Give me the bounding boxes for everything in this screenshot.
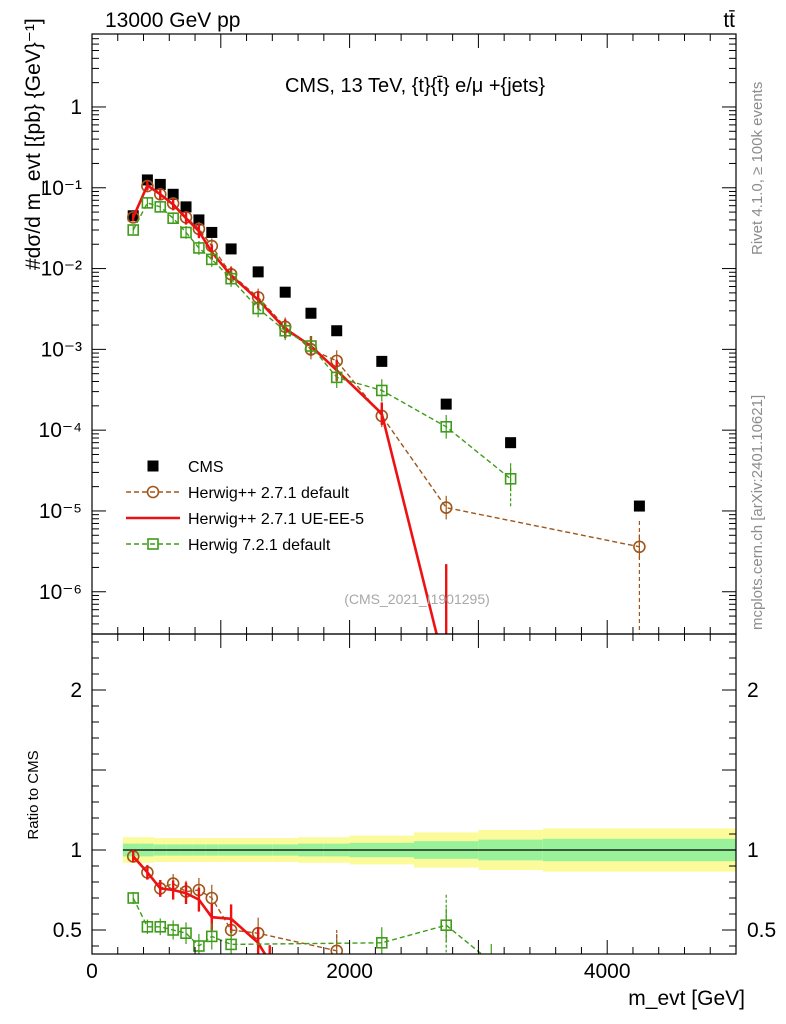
ratio-ylabel: Ratio to CMS xyxy=(25,750,42,839)
data-point-3 xyxy=(141,197,154,209)
legend-label: Herwig++ 2.7.1 default xyxy=(188,485,350,502)
y-tick-label: 10⁻⁶ xyxy=(39,581,82,604)
ratio-y-tick-label: 1 xyxy=(70,839,82,862)
ratio-point-2 xyxy=(225,938,237,951)
data-point-0 xyxy=(167,188,179,200)
ratio-point-2 xyxy=(127,892,140,904)
legend-label: Herwig 7.2.1 default xyxy=(188,537,331,554)
data-point-3 xyxy=(252,302,264,315)
data-point-0 xyxy=(206,226,218,238)
ratio-line-0 xyxy=(132,855,337,952)
data-point-0 xyxy=(633,500,645,512)
ratio-line-2 xyxy=(132,897,483,954)
y-tick-label: 10⁻⁴ xyxy=(39,419,82,442)
data-point-1 xyxy=(153,188,167,201)
ratio-line-1 xyxy=(132,855,267,954)
data-point-3 xyxy=(127,224,140,236)
ratio-point-2 xyxy=(180,927,192,940)
y-tick-label: 10⁻¹ xyxy=(41,177,82,200)
rivet-version-label: Rivet 4.1.0, ≥ 100k events xyxy=(749,82,766,255)
data-point-3 xyxy=(154,201,167,213)
data-point-1 xyxy=(126,211,140,224)
data-point-0 xyxy=(154,178,166,190)
data-point-0 xyxy=(252,266,264,278)
data-point-3 xyxy=(225,272,237,285)
ratio-frame xyxy=(91,633,737,955)
legend-marker xyxy=(147,538,159,550)
ratio-y-tick-label-right: 2 xyxy=(747,679,759,702)
data-point-3 xyxy=(305,340,317,352)
ratio-point-2 xyxy=(486,957,496,967)
x-tick-label: 0 xyxy=(86,960,98,983)
ratio-point-0 xyxy=(205,891,219,905)
watermark: (CMS_2021_I1901295) xyxy=(344,591,490,607)
data-point-3 xyxy=(279,324,292,337)
ratio-point-2 xyxy=(154,920,167,933)
y-tick-label: 10⁻² xyxy=(41,258,82,281)
data-point-0 xyxy=(505,437,517,449)
ratio-y-tick-label: 2 xyxy=(70,679,82,702)
ratio-panel: 0 2000 4000 0.5 0.5 1 1 2 2 Ratio to CMS m_evt [… xyxy=(25,633,776,1010)
ratio-y-tick-label-right: 0.5 xyxy=(747,919,776,942)
ratio-point-2 xyxy=(193,940,205,952)
legend-label: CMS xyxy=(188,459,224,476)
data-point-3 xyxy=(167,212,179,225)
data-point-0 xyxy=(225,243,237,255)
data-point-0 xyxy=(193,214,205,226)
main-title: CMS, 13 TeV, {t}{t̄} e/μ +{jets} xyxy=(285,75,545,97)
data-point-1 xyxy=(439,501,453,514)
series-line-3 xyxy=(132,202,512,480)
main-panel: 1 10⁻¹ 10⁻² 10⁻³ 10⁻⁴ 10⁻⁵ 10⁻⁶ CMS, 13 TeV, {… xyxy=(22,18,737,635)
mcplots-label: mcplots.cern.ch [arXiv:2401.10621] xyxy=(749,395,766,630)
ratio-point-2 xyxy=(375,936,388,949)
data-point-1 xyxy=(141,179,154,193)
data-point-0 xyxy=(376,355,388,367)
legend: CMS Herwig++ 2.7.1 default Herwig++ 2.7.1 … xyxy=(126,459,364,554)
x-tick-label: 2000 xyxy=(326,960,373,983)
ratio-y-tick-label: 0.5 xyxy=(53,919,82,942)
ratio-point-2 xyxy=(141,920,154,933)
data-point-3 xyxy=(193,242,205,254)
data-point-3 xyxy=(375,384,388,397)
data-point-3 xyxy=(180,226,192,239)
ratio-point-2 xyxy=(205,930,218,943)
legend-label: Herwig++ 2.7.1 UE-EE-5 xyxy=(188,511,364,528)
data-point-3 xyxy=(330,371,343,384)
data-point-3 xyxy=(205,253,218,266)
ratio-point-2 xyxy=(167,924,179,936)
y-tick-label: 10⁻³ xyxy=(41,338,82,361)
y-tick-label: 1 xyxy=(70,96,82,119)
legend-marker xyxy=(146,485,160,499)
header-channel: tt̄ xyxy=(723,9,735,32)
data-point-0 xyxy=(331,325,343,337)
legend-marker xyxy=(147,460,159,472)
header-process: 13000 GeV pp xyxy=(105,9,240,32)
ratio-y-tick-label-right: 1 xyxy=(747,839,759,862)
data-point-0 xyxy=(180,201,192,213)
y-tick-label: 10⁻⁵ xyxy=(39,500,82,523)
data-point-0 xyxy=(440,398,452,410)
data-point-0 xyxy=(279,286,291,298)
main-ylabel: #dσ/d m_evt [{pb} {GeV}⁻¹] xyxy=(22,18,45,270)
data-point-3 xyxy=(440,421,453,433)
xlabel: m_evt [GeV] xyxy=(628,987,745,1010)
data-point-0 xyxy=(305,307,317,319)
x-tick-label: 4000 xyxy=(584,960,631,983)
series-line-2 xyxy=(132,183,438,634)
